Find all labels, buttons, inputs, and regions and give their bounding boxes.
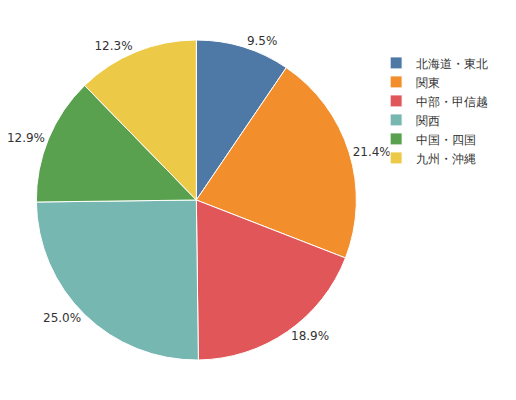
svg-text:21.4%: 21.4% (353, 145, 391, 159)
svg-text:関東: 関東 (416, 76, 440, 90)
svg-text:中国・四国: 中国・四国 (416, 133, 476, 147)
svg-text:18.9%: 18.9% (291, 329, 329, 343)
svg-text:12.3%: 12.3% (94, 39, 132, 53)
svg-text:25.0%: 25.0% (43, 311, 81, 325)
svg-text:12.9%: 12.9% (7, 131, 45, 145)
svg-text:関西: 関西 (416, 114, 440, 128)
svg-text:9.5%: 9.5% (247, 34, 278, 48)
svg-text:九州・沖縄: 九州・沖縄 (416, 152, 476, 166)
svg-text:中部・甲信越: 中部・甲信越 (416, 95, 488, 109)
svg-text:北海道・東北: 北海道・東北 (416, 57, 488, 71)
